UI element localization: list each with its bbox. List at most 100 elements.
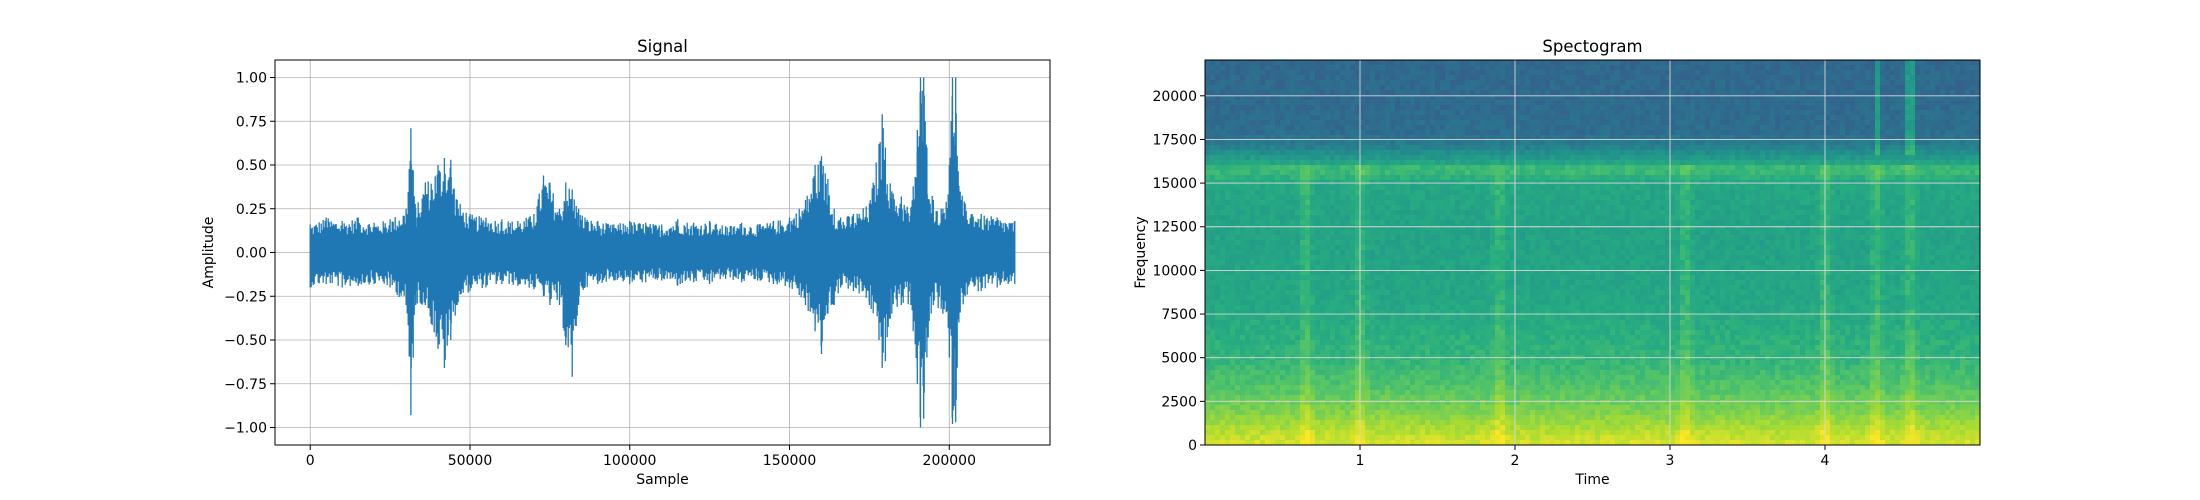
- spectrogram-cell: [1515, 380, 1521, 386]
- spectrogram-cell: [1505, 135, 1511, 141]
- spectrogram-cell: [1255, 370, 1261, 376]
- spectrogram-cell: [1480, 275, 1486, 281]
- spectrogram-cell: [1270, 400, 1276, 406]
- spectrogram-cell: [1210, 335, 1216, 341]
- spectrogram-cell: [1430, 310, 1436, 316]
- spectrogram-cell: [1495, 110, 1501, 116]
- spectrogram-cell: [1425, 405, 1431, 411]
- spectrogram-cell: [1375, 210, 1381, 216]
- spectrogram-cell: [1275, 345, 1281, 351]
- spectrogram-cell: [1345, 305, 1351, 311]
- spectrogram-cell: [1445, 235, 1451, 241]
- spectrogram-cell: [1420, 400, 1426, 406]
- spectrogram-cell: [1285, 310, 1291, 316]
- spectrogram-cell: [1370, 235, 1376, 241]
- spectrogram-cell: [1325, 290, 1331, 296]
- spectrogram-cell: [1295, 275, 1301, 281]
- spectrogram-cell: [1495, 220, 1501, 226]
- spectrogram-cell: [1220, 370, 1226, 376]
- spectrogram-cell: [1355, 415, 1361, 421]
- spectrogram-cell: [1420, 235, 1426, 241]
- spectrogram-cell: [1445, 315, 1451, 321]
- spectrogram-cell: [1275, 60, 1281, 66]
- spectrogram-cell: [1310, 305, 1316, 311]
- spectrogram-cell: [1500, 275, 1506, 281]
- spectrogram-cell: [1375, 195, 1381, 201]
- spectrogram-cell: [1465, 235, 1471, 241]
- spectrogram-cell: [1380, 380, 1386, 386]
- spectrogram-cell: [1370, 415, 1376, 421]
- spectrogram-cell: [1210, 225, 1216, 231]
- spectrogram-cell: [1520, 295, 1526, 301]
- spectrogram-cell: [1360, 85, 1366, 91]
- spectrogram-cell: [1255, 75, 1261, 81]
- spectrogram-cell: [1435, 95, 1441, 101]
- spectrogram-cell: [1305, 430, 1311, 436]
- spectrogram-cell: [1335, 435, 1341, 441]
- spectrogram-cell: [1450, 380, 1456, 386]
- spectrogram-cell: [1500, 300, 1506, 306]
- spectrogram-cell: [1225, 330, 1231, 336]
- spectrogram-cell: [1295, 405, 1301, 411]
- spectrogram-cell: [1445, 140, 1451, 146]
- spectrogram-cell: [1435, 365, 1441, 371]
- spectrogram-cell: [1290, 170, 1296, 176]
- spectrogram-cell: [1470, 215, 1476, 221]
- spectrogram-cell: [1510, 430, 1516, 436]
- spectrogram-cell: [1500, 160, 1506, 166]
- spectrogram-cell: [1450, 200, 1456, 206]
- spectrogram-cell: [1485, 435, 1491, 441]
- spectrogram-cell: [1385, 85, 1391, 91]
- spectrogram-cell: [1215, 430, 1221, 436]
- spectrogram-cell: [1270, 380, 1276, 386]
- spectrogram-cell: [1460, 390, 1466, 396]
- spectrogram-cell: [1215, 250, 1221, 256]
- spectrogram-cell: [1340, 170, 1346, 176]
- spectrogram-cell: [1480, 165, 1486, 171]
- spectrogram-cell: [1205, 200, 1211, 206]
- spectrogram-cell: [1440, 300, 1446, 306]
- spectrogram-cell: [1390, 60, 1396, 66]
- spectrogram-cell: [1250, 150, 1256, 156]
- spectrogram-cell: [1420, 325, 1426, 331]
- spectrogram-cell: [1435, 225, 1441, 231]
- spectrogram-cell: [1370, 255, 1376, 261]
- spectrogram-cell: [1325, 70, 1331, 76]
- spectrogram-cell: [1310, 270, 1316, 276]
- spectrogram-cell: [1350, 415, 1356, 421]
- spectrogram-cell: [1265, 135, 1271, 141]
- spectrogram-cell: [1450, 80, 1456, 86]
- spectrogram-cell: [1315, 265, 1321, 271]
- spectrogram-cell: [1385, 310, 1391, 316]
- spectrogram-cell: [1255, 140, 1261, 146]
- spectrogram-cell: [1410, 240, 1416, 246]
- spectrogram-cell: [1280, 290, 1286, 296]
- spectrogram-cell: [1410, 420, 1416, 426]
- spectrogram-cell: [1430, 225, 1436, 231]
- spectrogram-cell: [1460, 415, 1466, 421]
- spectrogram-cell: [1265, 70, 1271, 76]
- spectrogram-cell: [1370, 250, 1376, 256]
- spectrogram-cell: [1260, 300, 1266, 306]
- spectrogram-cell: [1245, 280, 1251, 286]
- spectrogram-cell: [1205, 60, 1211, 66]
- spectrogram-cell: [1215, 105, 1221, 111]
- spectrogram-cell: [1465, 420, 1471, 426]
- spectrogram-cell: [1455, 250, 1461, 256]
- spectrogram-cell: [1260, 60, 1266, 66]
- spectrogram-cell: [1455, 295, 1461, 301]
- spectrogram-cell: [1375, 160, 1381, 166]
- spectrogram-cell: [1370, 80, 1376, 86]
- spectrogram-cell: [1480, 245, 1486, 251]
- spectrogram-cell: [1475, 400, 1481, 406]
- spectrogram-cell: [1215, 240, 1221, 246]
- spectrogram-cell: [1225, 285, 1231, 291]
- spectrogram-cell: [1485, 365, 1491, 371]
- spectrogram-cell: [1515, 105, 1521, 111]
- spectrogram-cell: [1385, 370, 1391, 376]
- spectrogram-cell: [1430, 275, 1436, 281]
- spectrogram-cell: [1465, 200, 1471, 206]
- spectrogram-cell: [1415, 265, 1421, 271]
- spectrogram-cell: [1475, 285, 1481, 291]
- spectrogram-cell: [1490, 360, 1496, 366]
